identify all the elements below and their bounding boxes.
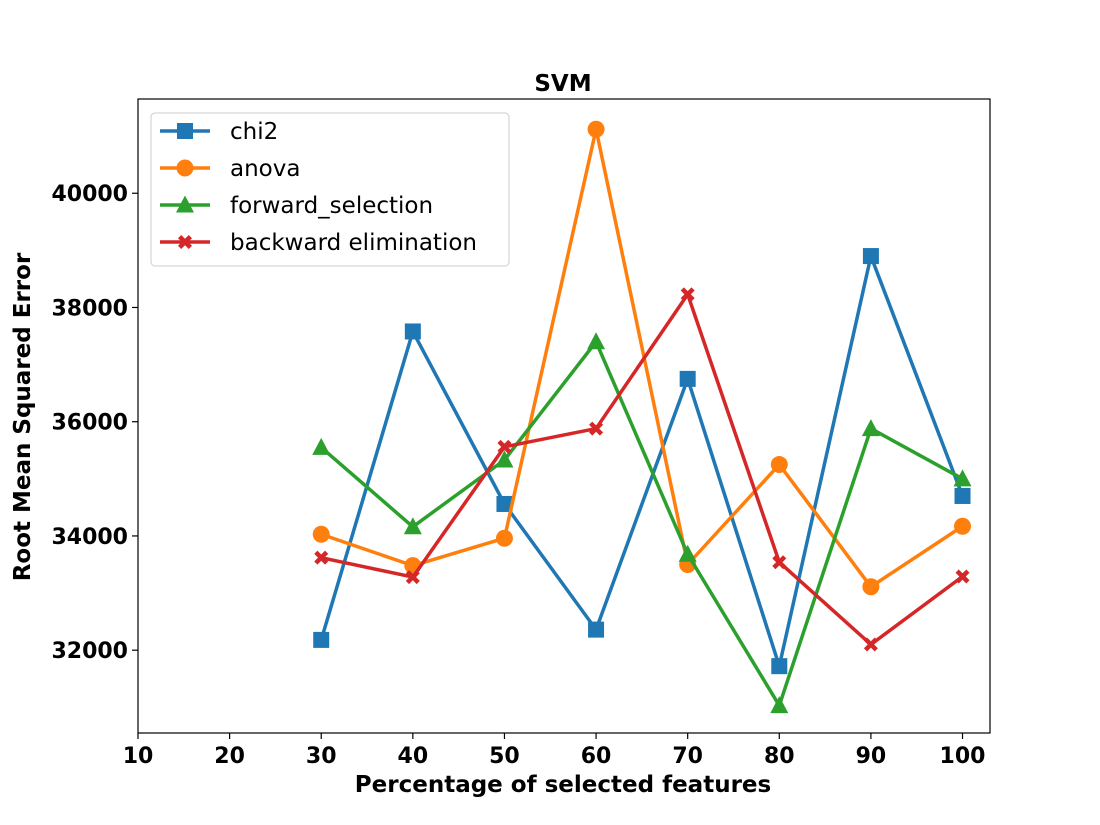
data-point [314, 550, 329, 565]
data-point [495, 450, 514, 468]
x-axis-label: Percentage of selected features [355, 772, 771, 798]
data-point [587, 120, 605, 138]
y-tick-label: 34000 [51, 525, 128, 550]
y-tick-label: 40000 [51, 182, 128, 207]
legend-label: anova [230, 156, 300, 182]
data-point [772, 555, 787, 570]
x-tick-label: 60 [581, 744, 612, 769]
x-tick-label: 90 [856, 744, 887, 769]
data-point [862, 248, 879, 265]
data-point [405, 570, 420, 585]
y-tick-label: 32000 [51, 639, 128, 664]
data-point [588, 621, 605, 638]
data-point [953, 469, 972, 487]
data-point [589, 421, 604, 436]
data-point [861, 419, 880, 437]
y-tick-label: 36000 [51, 411, 128, 436]
data-point [679, 370, 696, 387]
x-tick-label: 70 [672, 744, 703, 769]
series-line-backward-elimination [320, 292, 964, 647]
y-tick-label: 38000 [51, 296, 128, 321]
x-tick-label: 30 [306, 744, 337, 769]
data-point [770, 456, 788, 474]
x-tick-label: 20 [214, 744, 245, 769]
data-point [771, 658, 788, 675]
legend-label: forward_selection [230, 193, 433, 219]
legend-label: chi2 [230, 119, 278, 145]
plot-frame [137, 98, 991, 734]
data-point [863, 637, 878, 652]
data-point [313, 631, 330, 648]
plot-area: 10 20 30 40 50 60 70 80 90 100 32000 34000 36000 3800… [51, 120, 986, 769]
data-point [495, 529, 513, 547]
x-tick-label: 80 [764, 744, 795, 769]
series-line-chi2 [319, 254, 965, 668]
data-point [404, 323, 421, 340]
data-point [955, 569, 970, 584]
legend-marker [177, 123, 193, 139]
data-point [862, 578, 880, 596]
data-point [587, 332, 606, 350]
legend-marker [178, 235, 192, 249]
chart-title: SVM [534, 71, 591, 97]
data-point [678, 544, 697, 562]
data-point [680, 287, 695, 302]
data-point [403, 517, 422, 535]
data-point [496, 495, 513, 512]
legend: chi2 anova forward_selection backward elimi… [150, 112, 510, 267]
data-point [312, 437, 331, 455]
data-point [770, 696, 789, 714]
data-point [497, 439, 512, 454]
x-tick-label: 40 [398, 744, 429, 769]
y-axis-label: Root Mean Squared Error [10, 252, 36, 581]
series-line-forward-selection [320, 340, 964, 708]
legend-box [150, 112, 510, 267]
x-tick-label: 50 [489, 744, 520, 769]
data-point [954, 487, 971, 504]
legend-marker [176, 159, 194, 177]
legend-label: backward elimination [230, 230, 477, 256]
x-tick-label: 10 [123, 744, 154, 769]
x-tick-label: 100 [940, 744, 986, 769]
data-point [312, 525, 330, 543]
legend-marker [176, 195, 194, 213]
series-line-anova [320, 127, 964, 589]
data-point [954, 517, 972, 535]
